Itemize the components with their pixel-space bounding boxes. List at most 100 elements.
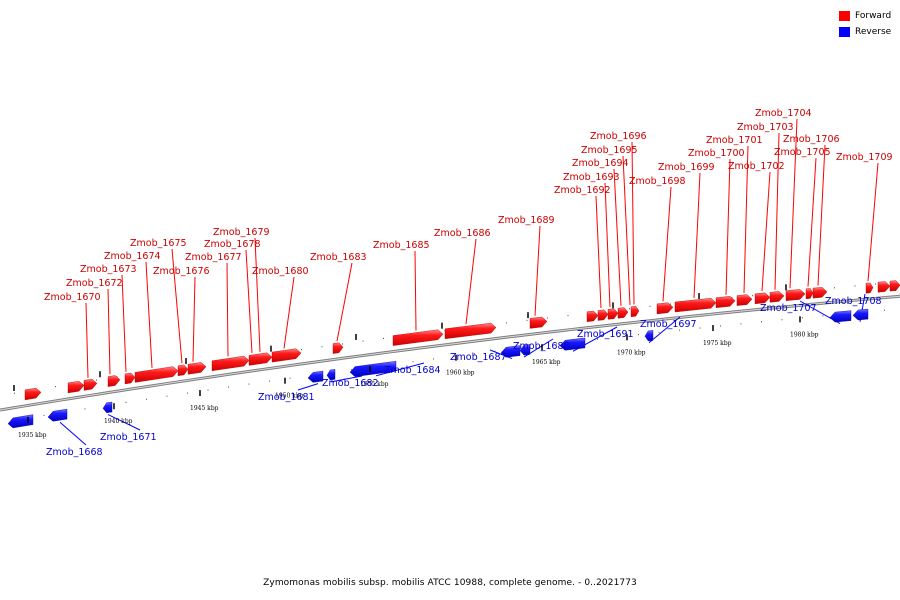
leader-Zmob_1692: [595, 195, 602, 309]
gene-Zmob_1670[interactable]: [107, 375, 121, 387]
label-Zmob_1708[interactable]: Zmob_1708: [825, 296, 882, 307]
label-Zmob_1683[interactable]: Zmob_1683: [310, 252, 367, 263]
gene-Zmob_1703[interactable]: [805, 288, 814, 300]
label-Zmob_1686[interactable]: Zmob_1686: [434, 228, 491, 239]
gene-Zmob_1706[interactable]: [877, 281, 891, 293]
gene-Zmob_1705[interactable]: [865, 282, 874, 294]
label-Zmob_1691[interactable]: Zmob_1691: [577, 329, 634, 340]
label-Zmob_1698[interactable]: Zmob_1698: [629, 176, 686, 187]
label-Zmob_1672[interactable]: Zmob_1672: [66, 278, 123, 289]
gene-Zmob_1704[interactable]: [812, 287, 828, 299]
gene-Zmob_1685[interactable]: [529, 316, 548, 329]
gene-Zmob_1700[interactable]: [754, 292, 771, 305]
gene-Zmob_1678[interactable]: [271, 348, 302, 363]
label-Zmob_1675[interactable]: Zmob_1675: [130, 238, 187, 249]
gene-Zmob_1698[interactable]: [715, 296, 736, 308]
gene-Zmob_1681[interactable]: [102, 401, 113, 414]
label-Zmob_1689[interactable]: Zmob_1689: [498, 215, 555, 226]
label-Zmob_1671[interactable]: Zmob_1671: [100, 432, 157, 443]
label-Zmob_1702[interactable]: Zmob_1702: [728, 161, 785, 172]
label-Zmob_1684[interactable]: Zmob_1684: [384, 365, 441, 376]
tick-label: 1940 kbp: [104, 418, 133, 425]
label-Zmob_1695[interactable]: Zmob_1695: [581, 145, 638, 156]
label-Zmob_1697[interactable]: Zmob_1697: [640, 319, 697, 330]
gene-Zmob_1701[interactable]: [769, 291, 785, 303]
label-Zmob_1685[interactable]: Zmob_1685: [373, 240, 430, 251]
minor-dot: [740, 323, 742, 325]
gene-Zmob_1691[interactable]: [519, 344, 531, 356]
gene-Zmob_1684[interactable]: [326, 369, 336, 381]
gene-Zmob_1671[interactable]: [47, 408, 68, 422]
gene-Zmob_1692[interactable]: [607, 308, 619, 320]
gene-Zmob_1676[interactable]: [211, 355, 250, 372]
label-Zmob_1687[interactable]: Zmob_1687: [450, 352, 507, 363]
label-Zmob_1677[interactable]: Zmob_1677: [185, 252, 242, 263]
gene-Zmob_1668[interactable]: [7, 414, 34, 429]
gene-Zmob_1674[interactable]: [177, 364, 189, 377]
gene-Zmob_1707[interactable]: [644, 330, 654, 342]
gene-Zmob_1675[interactable]: [187, 362, 207, 375]
gene-Zmob_1673[interactable]: [134, 366, 179, 383]
gene-Zmob_1708[interactable]: [829, 310, 852, 323]
gene-Zmob_1683[interactable]: [444, 322, 497, 340]
gene-Zmob_1688[interactable]: [500, 345, 521, 358]
gene-Zmob_1686[interactable]: [586, 310, 599, 322]
label-Zmob_1699[interactable]: Zmob_1699: [658, 162, 715, 173]
minor-dot: [474, 353, 475, 355]
label-Zmob_1705[interactable]: Zmob_1705: [774, 147, 831, 158]
label-Zmob_1688[interactable]: Zmob_1688: [513, 341, 570, 352]
label-Zmob_1700[interactable]: Zmob_1700: [688, 148, 745, 159]
label-Zmob_1693[interactable]: Zmob_1693: [563, 172, 620, 183]
gene-Zmob_1689[interactable]: [597, 309, 609, 321]
gene-Zmob_1695[interactable]: [656, 302, 674, 315]
minor-dot: [761, 321, 762, 323]
label-Zmob_1703[interactable]: Zmob_1703: [737, 122, 794, 133]
label-Zmob_1676[interactable]: Zmob_1676: [153, 266, 210, 277]
label-leader-lines: [59, 118, 879, 446]
label-Zmob_1680[interactable]: Zmob_1680: [252, 266, 309, 277]
gene-Zmob_1696[interactable]: [674, 297, 717, 313]
label-Zmob_1707[interactable]: Zmob_1707: [760, 303, 817, 314]
gene-Zmob_1693[interactable]: [617, 307, 629, 319]
leader-Zmob_1695: [622, 155, 631, 305]
tick-label: 1935 kbp: [18, 432, 47, 439]
label-Zmob_1670[interactable]: Zmob_1670: [44, 292, 101, 303]
minor-dot: [301, 349, 302, 351]
gene-Zmob_1709[interactable]: [889, 280, 900, 292]
label-Zmob_1701[interactable]: Zmob_1701: [706, 135, 763, 146]
label-Zmob_1709[interactable]: Zmob_1709: [836, 152, 893, 163]
gene-Zmob_1680[interactable]: [392, 329, 444, 346]
label-Zmob_1706[interactable]: Zmob_1706: [783, 134, 840, 145]
label-Zmob_1668[interactable]: Zmob_1668: [46, 447, 103, 458]
gene-Zmob_1679[interactable]: [332, 342, 344, 354]
label-Zmob_1694[interactable]: Zmob_1694: [572, 158, 629, 169]
label-Zmob_1682[interactable]: Zmob_1682: [322, 378, 379, 389]
gene-Zmob_1697[interactable]: [559, 337, 586, 351]
label-Zmob_1678[interactable]: Zmob_1678: [204, 239, 261, 250]
label-Zmob_1673[interactable]: Zmob_1673: [80, 264, 137, 275]
minor-dot: [433, 358, 434, 360]
gene-unlabeled-forward-0[interactable]: [24, 387, 42, 401]
leader-Zmob_1679: [254, 237, 261, 352]
label-Zmob_1674[interactable]: Zmob_1674: [104, 251, 161, 262]
gene-Zmob_1677[interactable]: [248, 352, 273, 366]
label-Zmob_1692[interactable]: Zmob_1692: [554, 185, 611, 196]
leader-Zmob_1702: [761, 171, 771, 292]
gene-unlabeled-forward-2[interactable]: [83, 378, 98, 391]
gene-Zmob_1687[interactable]: [349, 360, 397, 377]
gene-Zmob_1702[interactable]: [785, 289, 806, 301]
gene-Zmob_1694[interactable]: [630, 305, 640, 318]
label-Zmob_1696[interactable]: Zmob_1696: [590, 131, 647, 142]
gene-Zmob_1699[interactable]: [736, 294, 753, 306]
gene-unlabeled-forward-1[interactable]: [67, 380, 85, 394]
gene-Zmob_1672[interactable]: [124, 372, 136, 385]
legend: Forward Reverse: [839, 9, 891, 41]
tick-label: 1975 kbp: [703, 340, 732, 347]
label-Zmob_1704[interactable]: Zmob_1704: [755, 108, 812, 119]
label-Zmob_1681[interactable]: Zmob_1681: [258, 392, 315, 403]
leader-Zmob_1672: [107, 288, 111, 375]
label-Zmob_1679[interactable]: Zmob_1679: [213, 227, 270, 238]
gene-Zmob_1682[interactable]: [307, 370, 324, 383]
leader-Zmob_1701: [743, 145, 749, 293]
gene-Zmob_1708[interactable]: [852, 308, 869, 321]
